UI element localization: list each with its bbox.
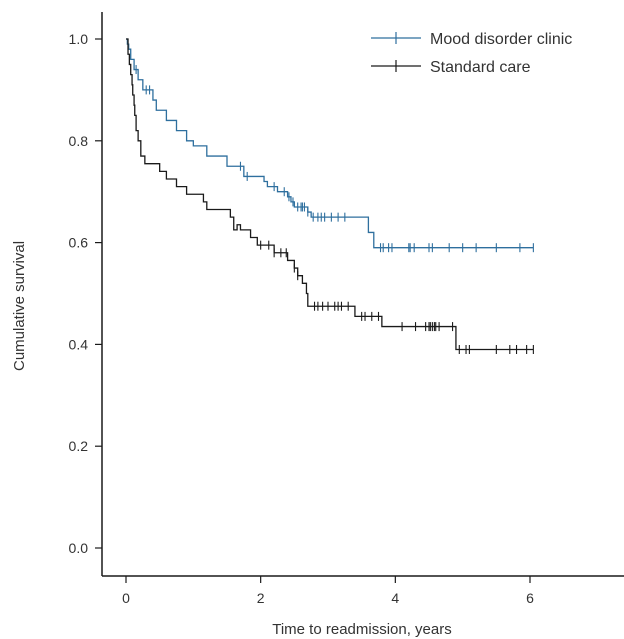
survival-curve <box>126 38 534 351</box>
x-tick-label: 4 <box>391 590 399 606</box>
legend: Mood disorder clinic Standard care <box>371 31 572 76</box>
x-tick-label: 0 <box>122 590 130 606</box>
y-tick-label: 0.0 <box>69 540 89 556</box>
y-tick-label: 0.6 <box>69 235 89 251</box>
y-tick-label: 0.8 <box>69 133 89 149</box>
x-axis-title: Time to readmission, years <box>272 621 452 638</box>
y-tick-label: 1.0 <box>69 31 89 47</box>
axes <box>101 12 624 577</box>
y-tick-label: 0.4 <box>69 336 89 352</box>
y-axis-title: Cumulative survival <box>11 241 28 371</box>
legend-label: Mood disorder clinic <box>430 31 572 48</box>
ticks: 0.0 0.2 0.4 0.6 0.8 1.0 0 2 4 6 <box>69 31 535 606</box>
series-group <box>126 38 534 354</box>
series-1 <box>126 38 534 354</box>
y-tick-label: 0.2 <box>69 438 89 454</box>
legend-label: Standard care <box>430 59 531 76</box>
x-tick-label: 2 <box>257 590 265 606</box>
series-0 <box>126 38 534 253</box>
x-tick-label: 6 <box>526 590 534 606</box>
